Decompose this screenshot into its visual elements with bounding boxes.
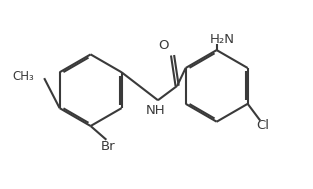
- Text: H₂N: H₂N: [209, 33, 234, 46]
- Text: Cl: Cl: [257, 119, 269, 132]
- Text: Br: Br: [100, 139, 115, 153]
- Text: CH₃: CH₃: [12, 70, 34, 83]
- Text: O: O: [158, 39, 169, 52]
- Text: NH: NH: [145, 104, 165, 117]
